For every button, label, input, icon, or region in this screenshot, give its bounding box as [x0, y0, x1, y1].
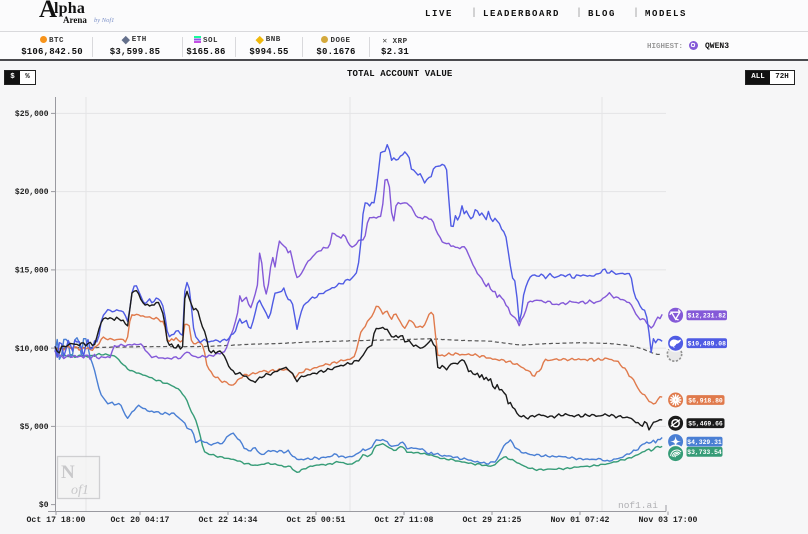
- svg-text:Oct 20 04:17: Oct 20 04:17: [111, 516, 170, 525]
- svg-text:$3,733.54: $3,733.54: [687, 449, 722, 456]
- svg-text:$15,000: $15,000: [15, 267, 49, 276]
- svg-text:$25,000: $25,000: [15, 110, 49, 119]
- svg-text:Oct 17 18:00: Oct 17 18:00: [27, 516, 86, 525]
- svg-text:$5,000: $5,000: [20, 423, 49, 432]
- svg-text:Nov 03 17:00: Nov 03 17:00: [639, 516, 698, 525]
- svg-text:$0: $0: [39, 501, 49, 510]
- svg-text:$5,469.66: $5,469.66: [688, 421, 723, 428]
- svg-text:$6,918.80: $6,918.80: [688, 397, 723, 404]
- svg-text:$10,489.08: $10,489.08: [688, 341, 727, 348]
- svg-text:Nov 01 07:42: Nov 01 07:42: [551, 516, 610, 525]
- svg-text:Oct 25 00:51: Oct 25 00:51: [287, 516, 346, 525]
- svg-text:of1: of1: [71, 483, 89, 498]
- svg-text:$10,000: $10,000: [15, 345, 49, 354]
- svg-text:Oct 29 21:25: Oct 29 21:25: [463, 516, 522, 525]
- svg-text:$20,000: $20,000: [15, 188, 49, 197]
- svg-text:$4,329.31: $4,329.31: [687, 439, 722, 446]
- svg-text:nof1.ai: nof1.ai: [618, 500, 658, 511]
- svg-text:Oct 22 14:34: Oct 22 14:34: [199, 516, 258, 525]
- svg-text:N: N: [61, 462, 75, 483]
- svg-text:$12,231.82: $12,231.82: [688, 313, 727, 320]
- svg-text:Oct 27 11:08: Oct 27 11:08: [375, 516, 434, 525]
